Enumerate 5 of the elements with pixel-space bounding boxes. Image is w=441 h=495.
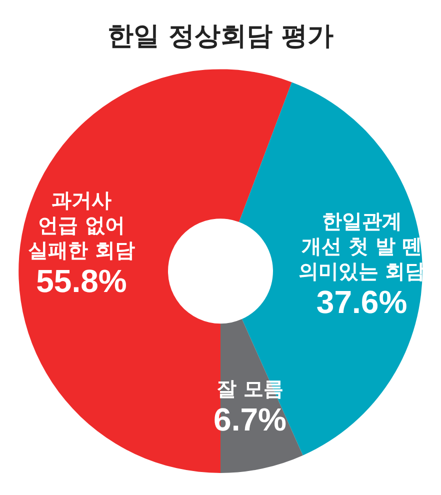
data-label: 37.6% — [316, 284, 408, 320]
slice-label: 한일관계 개선 첫 발 뗀 의미있는 회담 — [298, 209, 426, 284]
data-label: 55.8% — [36, 263, 127, 300]
slice-label: 과거사 언급 없어 실패한 회담 — [28, 188, 135, 262]
chart-title: 한일 정상회담 평가 — [107, 21, 334, 52]
